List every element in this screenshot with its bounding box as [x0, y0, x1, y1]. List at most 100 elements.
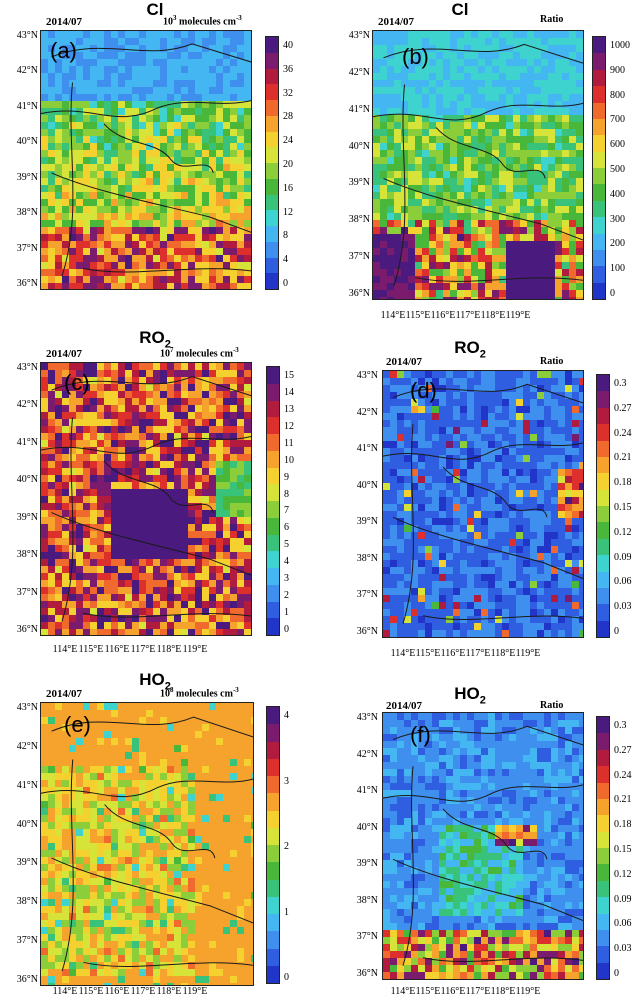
colorbar-segment — [597, 522, 609, 539]
colorbar-segment — [593, 118, 605, 136]
lat-tick-label: 41°N — [348, 103, 370, 115]
colorbar-segment — [597, 587, 609, 605]
colorbar-segment — [597, 538, 609, 556]
colorbar-tick-label: 0.06 — [614, 918, 632, 930]
colorbar-segment — [597, 815, 609, 832]
colorbar-segment — [267, 568, 279, 585]
lat-tick-label: 40°N — [356, 821, 378, 833]
colorbar-tick-label: 200 — [610, 238, 625, 250]
panel-date: 2014/07 — [386, 700, 423, 712]
lon-tick-label: 119°E — [182, 644, 208, 655]
colorbar-segment — [267, 879, 279, 897]
colorbar-segment — [267, 914, 279, 932]
colorbar-tick-label: 7 — [284, 505, 289, 517]
colorbar-tick-label: 28 — [283, 111, 293, 123]
colorbar-segment — [266, 100, 278, 116]
colorbar-segment — [267, 383, 279, 401]
colorbar-segment — [597, 782, 609, 799]
colorbar-segment — [597, 620, 609, 637]
colorbar-tick-label: 6 — [284, 522, 289, 534]
province-border — [422, 615, 583, 620]
colorbar-segment — [267, 584, 279, 602]
colorbar-tick-label: 300 — [610, 213, 625, 225]
colorbar-segment — [267, 400, 279, 418]
colorbar-tick-label: 800 — [610, 89, 625, 101]
colorbar-tick-label: 1000 — [610, 40, 630, 51]
lon-tick-label: 118°E — [490, 986, 516, 997]
colorbar-segment — [267, 862, 279, 880]
panel-title: HO2 — [454, 684, 486, 707]
colorbar-segment — [266, 37, 278, 53]
colorbar-tick-label: 0.15 — [614, 844, 632, 855]
map-plot — [382, 712, 584, 980]
colorbar-tick-label: 4 — [283, 254, 288, 266]
colorbar-segment — [597, 473, 609, 490]
colorbar-segment — [267, 434, 279, 451]
colorbar-segment — [593, 102, 605, 119]
colorbar-tick-label: 10 — [284, 454, 294, 466]
colorbar-segment — [267, 845, 279, 863]
lat-tick-label: 38°N — [356, 894, 378, 906]
colorbar-tick-label: 400 — [610, 188, 625, 200]
lat-tick-label: 36°N — [348, 288, 370, 299]
lat-tick-label: 41°N — [16, 436, 38, 448]
lon-tick-label: 116°E — [440, 986, 466, 997]
colorbar-tick-label: 8 — [284, 488, 289, 500]
colorbar-segment — [597, 798, 609, 816]
lat-tick-label: 42°N — [16, 65, 38, 77]
units-label: Ratio — [540, 14, 564, 25]
colorbar — [596, 716, 610, 980]
colorbar-segment — [597, 604, 609, 621]
lat-tick-label: 37°N — [16, 242, 38, 254]
province-border — [51, 43, 251, 63]
province-border — [51, 376, 251, 397]
colorbar-tick-label: 15 — [284, 370, 294, 381]
colorbar-tick-label: 40 — [283, 40, 293, 51]
lat-tick-label: 38°N — [356, 552, 378, 564]
panel-title: RO2 — [139, 328, 171, 351]
colorbar-segment — [593, 168, 605, 185]
colorbar-tick-label: 0.24 — [614, 427, 632, 439]
lat-tick-label: 39°N — [16, 857, 38, 869]
colorbar-tick-label: 0.06 — [614, 576, 632, 588]
colorbar-segment — [597, 489, 609, 506]
colorbar-segment — [267, 467, 279, 485]
lon-tick-label: 114°E — [390, 986, 416, 997]
colorbar-segment — [267, 896, 279, 914]
lat-tick-label: 42°N — [356, 748, 378, 760]
lon-tick-label: 118°E — [156, 644, 182, 655]
colorbar-segment — [597, 407, 609, 425]
colorbar-segment — [267, 931, 279, 949]
province-border — [414, 277, 583, 282]
colorbar-segment — [267, 810, 279, 828]
colorbar-tick-label: 0.3 — [614, 378, 627, 389]
units-label: 107 molecules cm-3 — [160, 346, 239, 360]
units-label: Ratio — [540, 700, 564, 711]
lon-tick-label: 119°E — [515, 648, 541, 659]
colorbar-segment — [267, 534, 279, 552]
colorbar-segment — [597, 913, 609, 930]
province-border — [383, 177, 583, 241]
colorbar-tick-label: 0 — [284, 972, 289, 983]
colorbar-segment — [593, 233, 605, 250]
colorbar-tick-label: 900 — [610, 64, 625, 76]
colorbar-tick-label: 0.12 — [614, 868, 632, 880]
province-border — [82, 612, 251, 618]
map-plot — [382, 370, 584, 638]
province-border — [383, 784, 583, 802]
colorbar-segment — [597, 440, 609, 457]
colorbar-segment — [266, 68, 278, 85]
colorbar-segment — [267, 367, 279, 384]
colorbar-tick-label: 100 — [610, 263, 625, 275]
lon-tick-label: 114°E — [390, 648, 416, 659]
colorbar-tick-label: 12 — [283, 206, 293, 218]
colorbar-segment — [597, 848, 609, 865]
province-border — [41, 778, 253, 798]
colorbar-segment — [593, 184, 605, 201]
panel-letter: (b) — [402, 44, 429, 69]
field-raster — [41, 703, 253, 985]
province-border — [61, 759, 74, 972]
colorbar-tick-label: 0 — [610, 288, 615, 299]
panel-title: Cl — [146, 0, 164, 19]
lat-tick-label: 42°N — [16, 399, 38, 411]
